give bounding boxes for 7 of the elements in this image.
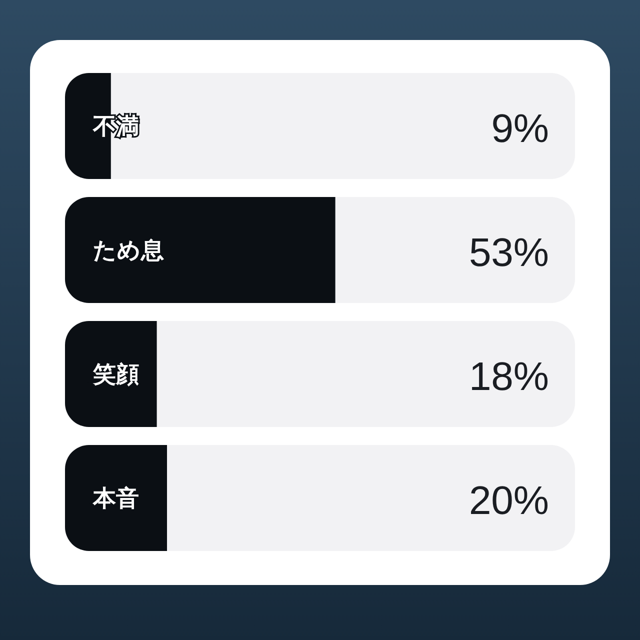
data-label: 53% [468,231,549,275]
y-tick-label: 本音 [92,485,139,512]
data-label: 18% [468,355,549,399]
data-label: 20% [468,479,549,523]
y-tick-label: ため息 [93,238,164,264]
data-label: 9% [491,107,549,151]
y-tick-label: 笑顔 [92,362,139,388]
